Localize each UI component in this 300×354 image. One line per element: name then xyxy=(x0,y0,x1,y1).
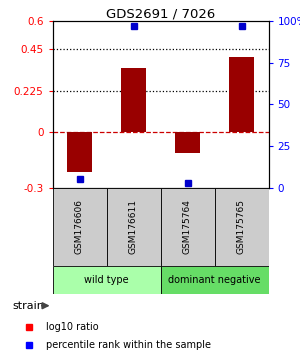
Text: wild type: wild type xyxy=(84,275,129,285)
Bar xyxy=(214,188,268,266)
Text: GSM175765: GSM175765 xyxy=(237,199,246,254)
Text: dominant negative: dominant negative xyxy=(168,275,261,285)
Text: strain: strain xyxy=(12,301,44,311)
Bar xyxy=(176,132,200,153)
Text: percentile rank within the sample: percentile rank within the sample xyxy=(46,340,211,350)
Bar xyxy=(106,188,160,266)
Bar xyxy=(160,266,268,294)
Title: GDS2691 / 7026: GDS2691 / 7026 xyxy=(106,7,215,20)
Bar xyxy=(52,266,160,294)
Text: GSM176606: GSM176606 xyxy=(75,199,84,254)
Text: GSM175764: GSM175764 xyxy=(183,199,192,254)
Bar xyxy=(160,188,214,266)
Text: GSM176611: GSM176611 xyxy=(129,199,138,254)
Bar xyxy=(122,68,146,132)
Text: log10 ratio: log10 ratio xyxy=(46,322,98,332)
Bar xyxy=(68,132,92,172)
Bar xyxy=(52,188,106,266)
Bar xyxy=(230,57,254,132)
